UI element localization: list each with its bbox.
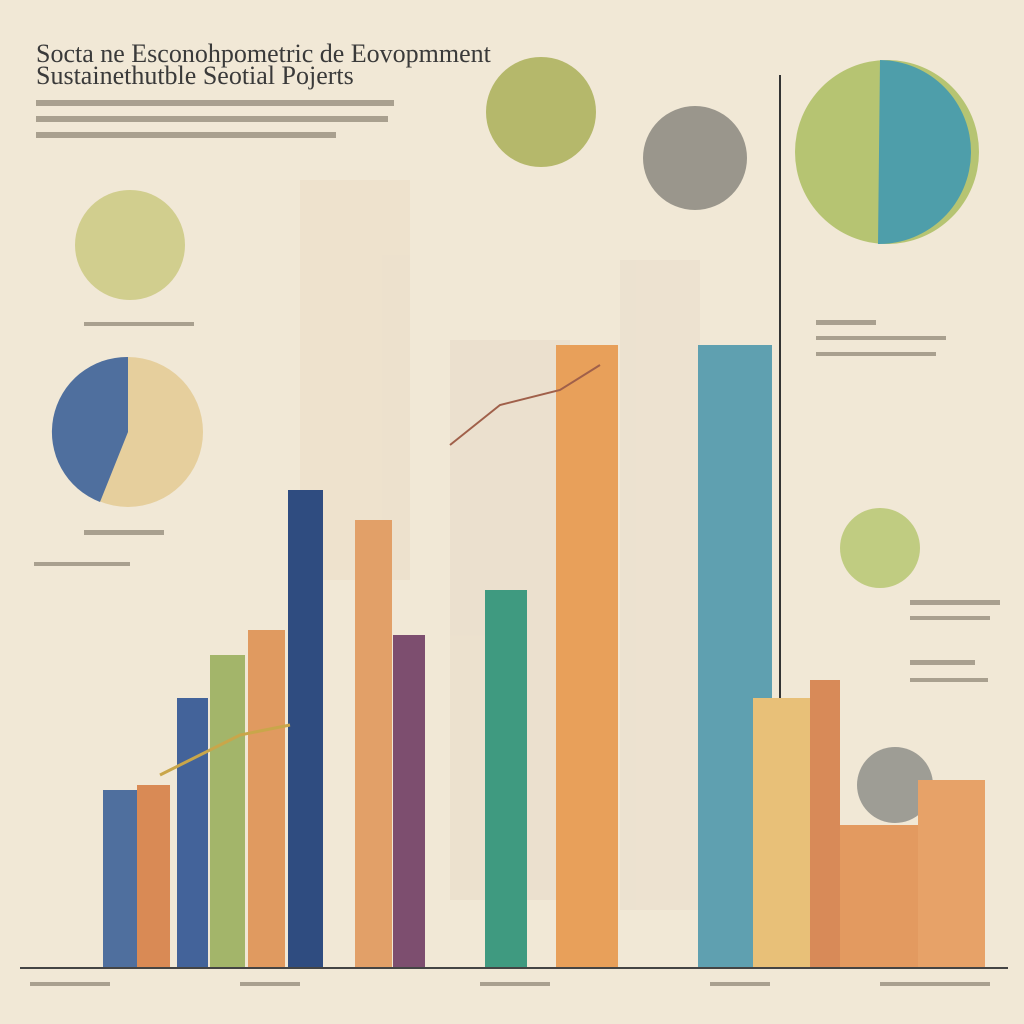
bar xyxy=(918,780,985,968)
blob xyxy=(75,190,185,300)
text-line xyxy=(910,616,990,620)
text-line xyxy=(84,530,164,535)
text-line xyxy=(880,982,990,986)
bars xyxy=(103,345,985,968)
bar xyxy=(137,785,170,968)
title: Socta ne Esconohpometric de Eovopmment xyxy=(36,39,492,68)
text-line xyxy=(816,352,936,356)
bar xyxy=(556,345,618,968)
text-line xyxy=(34,562,130,566)
bar xyxy=(355,520,392,968)
haze xyxy=(300,180,700,910)
bar xyxy=(248,630,285,968)
circle xyxy=(643,106,747,210)
subtitle: Sustainethutble Seotial Pojerts xyxy=(36,61,354,90)
text-line xyxy=(710,982,770,986)
circle xyxy=(486,57,596,167)
bar xyxy=(177,698,208,968)
pie-slice xyxy=(878,60,972,245)
bar xyxy=(485,590,527,968)
text-line xyxy=(36,132,336,138)
pie-slice xyxy=(51,356,128,502)
bar xyxy=(210,655,245,968)
bar xyxy=(840,825,918,968)
placeholder-text xyxy=(34,100,1000,682)
trend-line xyxy=(449,364,601,446)
text-line xyxy=(910,600,1000,605)
circles xyxy=(51,57,979,823)
text-line xyxy=(816,336,946,340)
haze-shape xyxy=(620,260,700,910)
text-line xyxy=(240,982,300,986)
text-line xyxy=(30,982,110,986)
bar xyxy=(288,490,323,968)
trend-line xyxy=(159,723,291,777)
bar xyxy=(393,635,425,968)
text-line xyxy=(910,678,988,682)
circle xyxy=(840,508,920,588)
circle xyxy=(857,747,933,823)
text-line xyxy=(910,660,975,665)
bar xyxy=(810,680,840,968)
bar xyxy=(103,790,137,968)
text-line xyxy=(816,320,876,325)
text-line xyxy=(36,116,388,122)
text-line xyxy=(480,982,550,986)
text-line xyxy=(36,100,394,106)
text-line xyxy=(84,322,194,326)
bar xyxy=(753,698,810,968)
axis-placeholders xyxy=(30,982,990,986)
